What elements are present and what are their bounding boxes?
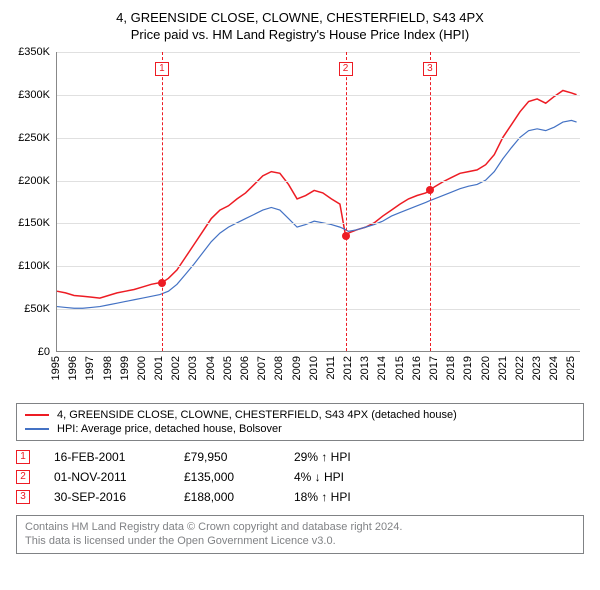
legend-swatch (25, 428, 49, 430)
x-tick-label: 2017 (428, 356, 440, 380)
x-tick-label: 2013 (359, 356, 371, 380)
x-tick-label: 2006 (239, 356, 251, 380)
sale-dot (426, 186, 434, 194)
legend-row: HPI: Average price, detached house, Bols… (25, 422, 575, 436)
x-axis: 1995199619971998199920002001200220032004… (56, 352, 580, 397)
x-tick-label: 2021 (497, 356, 509, 380)
x-tick-label: 2016 (411, 356, 423, 380)
sale-vline (346, 52, 347, 351)
x-tick-label: 1998 (102, 356, 114, 380)
sale-price: £135,000 (184, 470, 294, 484)
sale-date: 16-FEB-2001 (54, 450, 184, 464)
x-tick-label: 2002 (170, 356, 182, 380)
attribution-box: Contains HM Land Registry data © Crown c… (16, 515, 584, 554)
sale-price: £79,950 (184, 450, 294, 464)
sale-row: 2 01-NOV-2011£135,0004% ↓ HPI (16, 467, 584, 487)
sale-row-marker: 2 (16, 470, 30, 484)
chart-container: 4, GREENSIDE CLOSE, CLOWNE, CHESTERFIELD… (0, 0, 600, 590)
chart-title: 4, GREENSIDE CLOSE, CLOWNE, CHESTERFIELD… (14, 8, 586, 27)
x-tick-label: 2005 (222, 356, 234, 380)
chart-subtitle: Price paid vs. HM Land Registry's House … (14, 27, 586, 48)
x-tick-label: 2010 (308, 356, 320, 380)
x-tick-label: 2025 (565, 356, 577, 380)
sale-row: 1 16-FEB-2001£79,95029% ↑ HPI (16, 447, 584, 467)
sale-marker-label: 2 (339, 62, 353, 76)
sale-marker-label: 3 (423, 62, 437, 76)
legend-row: 4, GREENSIDE CLOSE, CLOWNE, CHESTERFIELD… (25, 408, 575, 422)
x-tick-label: 2019 (462, 356, 474, 380)
x-tick-label: 2015 (394, 356, 406, 380)
y-tick-label: £350K (18, 46, 50, 58)
gridline (57, 138, 580, 139)
y-tick-label: £50K (24, 303, 50, 315)
x-tick-label: 2004 (205, 356, 217, 380)
x-tick-label: 1997 (84, 356, 96, 380)
x-tick-label: 1996 (67, 356, 79, 380)
x-tick-label: 2011 (325, 356, 337, 380)
y-axis: £0£50K£100K£150K£200K£250K£300K£350K (14, 52, 54, 352)
x-tick-label: 2000 (136, 356, 148, 380)
x-tick-label: 2012 (342, 356, 354, 380)
gridline (57, 266, 580, 267)
sale-dot (158, 279, 166, 287)
x-tick-label: 2014 (376, 356, 388, 380)
x-tick-label: 1995 (50, 356, 62, 380)
sale-price: £188,000 (184, 490, 294, 504)
x-tick-label: 2022 (514, 356, 526, 380)
attribution-line2: This data is licensed under the Open Gov… (25, 534, 575, 548)
legend-swatch (25, 414, 49, 416)
sale-date: 30-SEP-2016 (54, 490, 184, 504)
series-hpi (57, 120, 577, 308)
attribution-line1: Contains HM Land Registry data © Crown c… (25, 520, 575, 534)
sale-vline (430, 52, 431, 351)
sale-dot (342, 232, 350, 240)
sale-row-marker: 3 (16, 490, 30, 504)
x-tick-label: 2024 (548, 356, 560, 380)
gridline (57, 181, 580, 182)
x-tick-label: 2020 (480, 356, 492, 380)
sale-row: 3 30-SEP-2016£188,00018% ↑ HPI (16, 487, 584, 507)
y-tick-label: £100K (18, 260, 50, 272)
sale-table: 1 16-FEB-2001£79,95029% ↑ HPI 2 01-NOV-2011… (16, 447, 584, 507)
gridline (57, 52, 580, 53)
sale-row-marker: 1 (16, 450, 30, 464)
legend-label: HPI: Average price, detached house, Bols… (57, 423, 282, 435)
gridline (57, 95, 580, 96)
sale-diff: 29% ↑ HPI (294, 450, 351, 464)
gridline (57, 223, 580, 224)
x-tick-label: 2008 (273, 356, 285, 380)
x-tick-label: 1999 (119, 356, 131, 380)
legend: 4, GREENSIDE CLOSE, CLOWNE, CHESTERFIELD… (16, 403, 584, 441)
legend-label: 4, GREENSIDE CLOSE, CLOWNE, CHESTERFIELD… (57, 409, 457, 421)
y-tick-label: £300K (18, 89, 50, 101)
y-tick-label: £0 (38, 346, 50, 358)
x-tick-label: 2023 (531, 356, 543, 380)
x-tick-label: 2007 (256, 356, 268, 380)
x-tick-label: 2009 (291, 356, 303, 380)
y-tick-label: £250K (18, 132, 50, 144)
y-tick-label: £150K (18, 217, 50, 229)
x-tick-label: 2001 (153, 356, 165, 380)
sale-date: 01-NOV-2011 (54, 470, 184, 484)
sale-marker-label: 1 (155, 62, 169, 76)
gridline (57, 309, 580, 310)
x-tick-label: 2018 (445, 356, 457, 380)
chart-zone: £0£50K£100K£150K£200K£250K£300K£350K 123… (14, 52, 586, 397)
y-tick-label: £200K (18, 175, 50, 187)
sale-diff: 18% ↑ HPI (294, 490, 351, 504)
plot-svg (57, 52, 580, 351)
sale-diff: 4% ↓ HPI (294, 470, 344, 484)
plot-area: 1 2 3 (56, 52, 580, 352)
sale-vline (162, 52, 163, 351)
x-tick-label: 2003 (187, 356, 199, 380)
